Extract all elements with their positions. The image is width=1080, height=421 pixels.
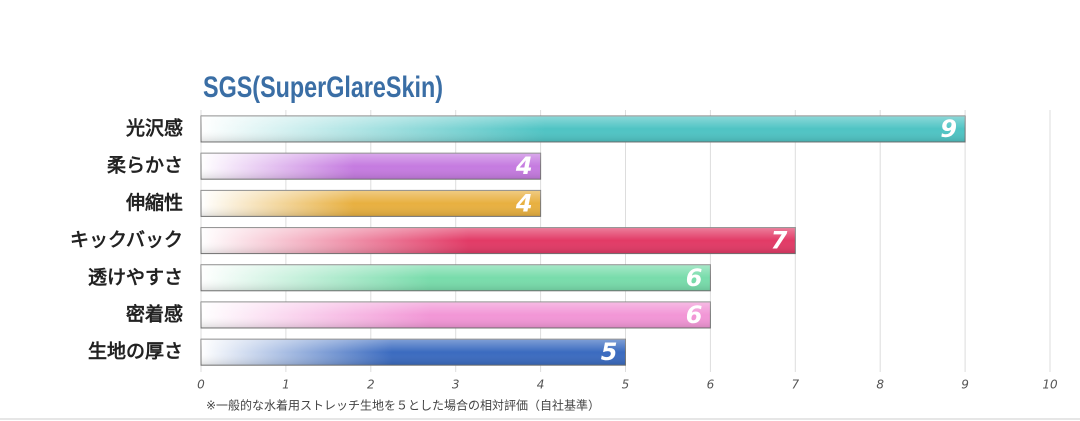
value-label: 9 bbox=[940, 115, 957, 143]
bar-shine bbox=[201, 190, 541, 217]
bar-shine bbox=[201, 339, 626, 366]
value-label: 7 bbox=[771, 227, 788, 255]
value-label: 4 bbox=[515, 189, 533, 217]
value-label: 6 bbox=[686, 301, 703, 329]
category-label: 生地の厚さ bbox=[88, 340, 183, 363]
x-tick-label: 4 bbox=[537, 378, 545, 392]
x-tick-label: 7 bbox=[791, 378, 799, 392]
x-tick-label: 5 bbox=[622, 378, 630, 392]
bar-shine bbox=[201, 302, 711, 328]
x-tick-label: 2 bbox=[367, 378, 375, 392]
category-label: 光沢感 bbox=[125, 117, 183, 140]
x-tick-label: 1 bbox=[282, 378, 290, 392]
bar-shine bbox=[201, 153, 541, 180]
x-tick-label: 9 bbox=[961, 378, 969, 392]
value-label: 6 bbox=[686, 264, 703, 292]
x-tick-label: 8 bbox=[876, 378, 884, 392]
x-tick-label: 6 bbox=[707, 378, 715, 392]
bar-shine bbox=[201, 116, 966, 142]
x-tick-label: 10 bbox=[1042, 378, 1058, 392]
footnote: ※一般的な水着用ストレッチ生地を５とした場合の相対評価（自社基準） bbox=[206, 398, 600, 413]
bar-shine bbox=[201, 264, 711, 291]
category-label: 柔らかさ bbox=[107, 155, 183, 177]
category-label: 伸縮性 bbox=[125, 191, 183, 214]
chart-title: SGS(SuperGlareSkin) bbox=[203, 71, 443, 104]
x-tick-label: 3 bbox=[452, 378, 460, 392]
x-tick-label: 0 bbox=[197, 378, 205, 392]
value-label: 4 bbox=[515, 152, 533, 180]
bar-shine bbox=[201, 227, 796, 254]
category-label: 透けやすさ bbox=[88, 266, 183, 288]
category-label: キックバック bbox=[70, 229, 183, 251]
category-label: 密着感 bbox=[126, 303, 183, 326]
value-label: 5 bbox=[601, 338, 618, 366]
